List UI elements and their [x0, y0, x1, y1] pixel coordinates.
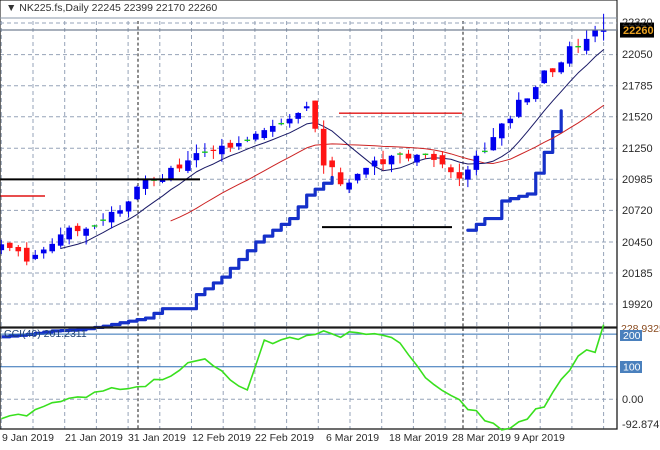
svg-text:-92.8747: -92.8747: [622, 419, 660, 431]
svg-text:0.00: 0.00: [622, 394, 643, 406]
svg-text:22320: 22320: [622, 17, 653, 29]
svg-text:21 Jan 2019: 21 Jan 2019: [65, 432, 123, 444]
svg-text:21250: 21250: [622, 143, 653, 155]
svg-text:200: 200: [623, 330, 641, 342]
svg-text:9 Jan 2019: 9 Jan 2019: [2, 432, 54, 444]
svg-text:20720: 20720: [622, 205, 653, 217]
svg-text:31 Jan 2019: 31 Jan 2019: [128, 432, 186, 444]
svg-text:21520: 21520: [622, 112, 653, 124]
svg-text:21785: 21785: [622, 81, 653, 93]
svg-text:CCI(40) 201.2311: CCI(40) 201.2311: [4, 328, 87, 340]
svg-text:6 Mar 2019: 6 Mar 2019: [326, 432, 379, 444]
svg-text:20985: 20985: [622, 174, 653, 186]
svg-text:22 Feb 2019: 22 Feb 2019: [255, 432, 314, 444]
svg-text:12 Feb 2019: 12 Feb 2019: [192, 432, 251, 444]
svg-text:100: 100: [623, 362, 641, 374]
svg-text:18 Mar 2019: 18 Mar 2019: [389, 432, 448, 444]
svg-text:▼ NK225.fs,Daily 22245 22399: ▼ NK225.fs,Daily 22245 22399 22170 22260: [6, 2, 217, 14]
svg-text:20450: 20450: [622, 237, 653, 249]
svg-text:28 Mar 2019: 28 Mar 2019: [452, 432, 511, 444]
svg-text:22050: 22050: [622, 49, 653, 61]
svg-text:19920: 19920: [622, 299, 653, 311]
svg-text:20185: 20185: [622, 268, 653, 280]
svg-text:9 Apr 2019: 9 Apr 2019: [514, 432, 565, 444]
